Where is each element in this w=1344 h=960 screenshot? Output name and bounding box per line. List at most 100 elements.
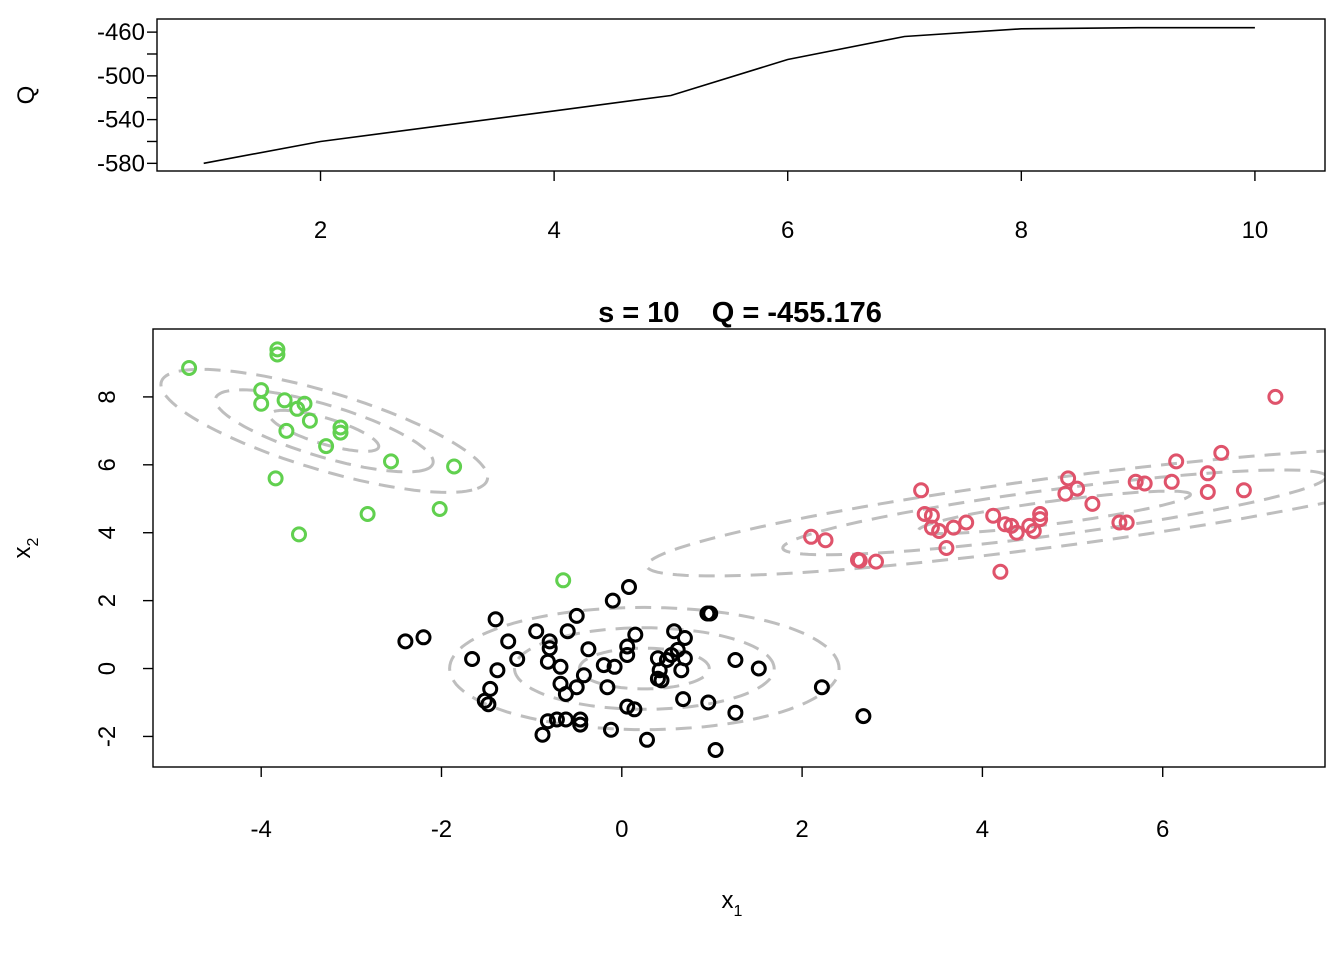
data-point (606, 658, 623, 675)
data-point (813, 679, 830, 696)
contour-ellipse-black (512, 626, 776, 711)
top-y-tick-label: -540 (97, 107, 145, 134)
data-point (1136, 475, 1153, 492)
data-point (534, 726, 551, 743)
data-point (1199, 465, 1216, 482)
scatter-y-tick-label: 8 (94, 390, 121, 403)
data-point (500, 633, 517, 650)
top-x-tick-label: 6 (781, 217, 794, 244)
top-plot-frame (156, 18, 1326, 172)
data-point (945, 519, 962, 536)
contour-ellipse-red (645, 449, 1325, 578)
data-point (673, 662, 690, 679)
data-point (653, 672, 670, 689)
top-y-tick-label: -460 (97, 19, 145, 46)
points-layer (181, 341, 1284, 758)
data-point (446, 458, 463, 475)
scatter-y-tick-label: 2 (94, 594, 121, 607)
data-point (276, 392, 293, 409)
top-y-tick-label: -500 (97, 63, 145, 90)
scatter-x-axis: -4 -2 0 2 4 6 (251, 767, 1169, 843)
data-point (1163, 473, 1180, 490)
data-point (575, 667, 592, 684)
data-point (1032, 511, 1049, 528)
data-point (707, 742, 724, 758)
scatter-x-axis-label: x1 (722, 887, 743, 920)
data-point (1127, 473, 1144, 490)
data-point (397, 633, 414, 650)
top-x-tick-label: 4 (547, 217, 560, 244)
x-label-base: x (722, 887, 734, 914)
data-point (1060, 470, 1077, 487)
data-point (1168, 453, 1185, 470)
convergence-plot: 2 4 6 8 10 -460 -500 -540 -580 Q (13, 18, 1326, 244)
data-point (301, 412, 318, 429)
data-point (509, 651, 526, 667)
data-point (278, 422, 295, 439)
data-point (1199, 484, 1216, 500)
contour-ellipse-green (213, 388, 435, 474)
data-point (913, 482, 930, 499)
scatter-x-tick-label: -4 (251, 816, 272, 843)
data-point (851, 552, 868, 569)
data-point (539, 713, 556, 730)
data-point (1118, 514, 1135, 531)
data-point (621, 579, 637, 595)
data-point (555, 572, 572, 589)
data-point (253, 395, 270, 412)
data-point (528, 623, 545, 640)
data-point (651, 662, 668, 679)
data-point (619, 647, 636, 663)
data-point (1025, 523, 1042, 539)
data-point (817, 532, 834, 549)
data-point (639, 731, 655, 748)
data-point (700, 694, 717, 711)
data-point (415, 629, 432, 646)
data-point (1111, 514, 1128, 531)
data-point (702, 605, 719, 622)
data-point (476, 692, 493, 709)
contour-ellipse-green (159, 367, 490, 494)
scatter-x-tick-label: 0 (615, 816, 628, 843)
data-point (727, 652, 744, 668)
data-point (552, 658, 569, 675)
data-point (666, 623, 683, 640)
data-point (359, 506, 376, 522)
data-point (541, 633, 558, 650)
top-y-axis: -460 -500 -540 -580 (97, 19, 157, 177)
scatter-y-axis: -2 0 2 4 6 8 (94, 390, 153, 747)
top-y-axis-label: Q (13, 86, 40, 105)
data-point (296, 395, 313, 412)
data-point (595, 657, 612, 674)
data-point (1213, 444, 1230, 461)
data-point (269, 341, 286, 358)
contour-layer (159, 367, 1325, 732)
data-point (464, 651, 481, 667)
scatter-plot-frame (152, 328, 1326, 768)
data-point (992, 563, 1009, 580)
data-point (489, 662, 506, 679)
contour-ellipse-red (781, 468, 1325, 557)
data-point (675, 691, 692, 708)
scatter-title: s = 10 Q = -455.176 (598, 297, 882, 329)
data-point (916, 506, 933, 522)
scatter-y-axis-label: x2 (9, 537, 42, 558)
top-y-tick-label: -580 (97, 150, 145, 177)
data-point (599, 679, 616, 696)
data-point (487, 611, 504, 628)
data-point (750, 660, 767, 677)
y-label-base: x (9, 546, 36, 558)
data-point (931, 523, 948, 539)
y-label-subscript: 2 (25, 537, 42, 546)
data-point (855, 708, 872, 725)
data-point (557, 711, 574, 728)
data-point (431, 501, 448, 517)
data-point (958, 514, 975, 531)
data-point (480, 696, 497, 713)
data-point (267, 470, 284, 487)
data-point (568, 607, 585, 624)
scatter-y-tick-label: 0 (94, 662, 121, 675)
data-point (1057, 485, 1074, 502)
